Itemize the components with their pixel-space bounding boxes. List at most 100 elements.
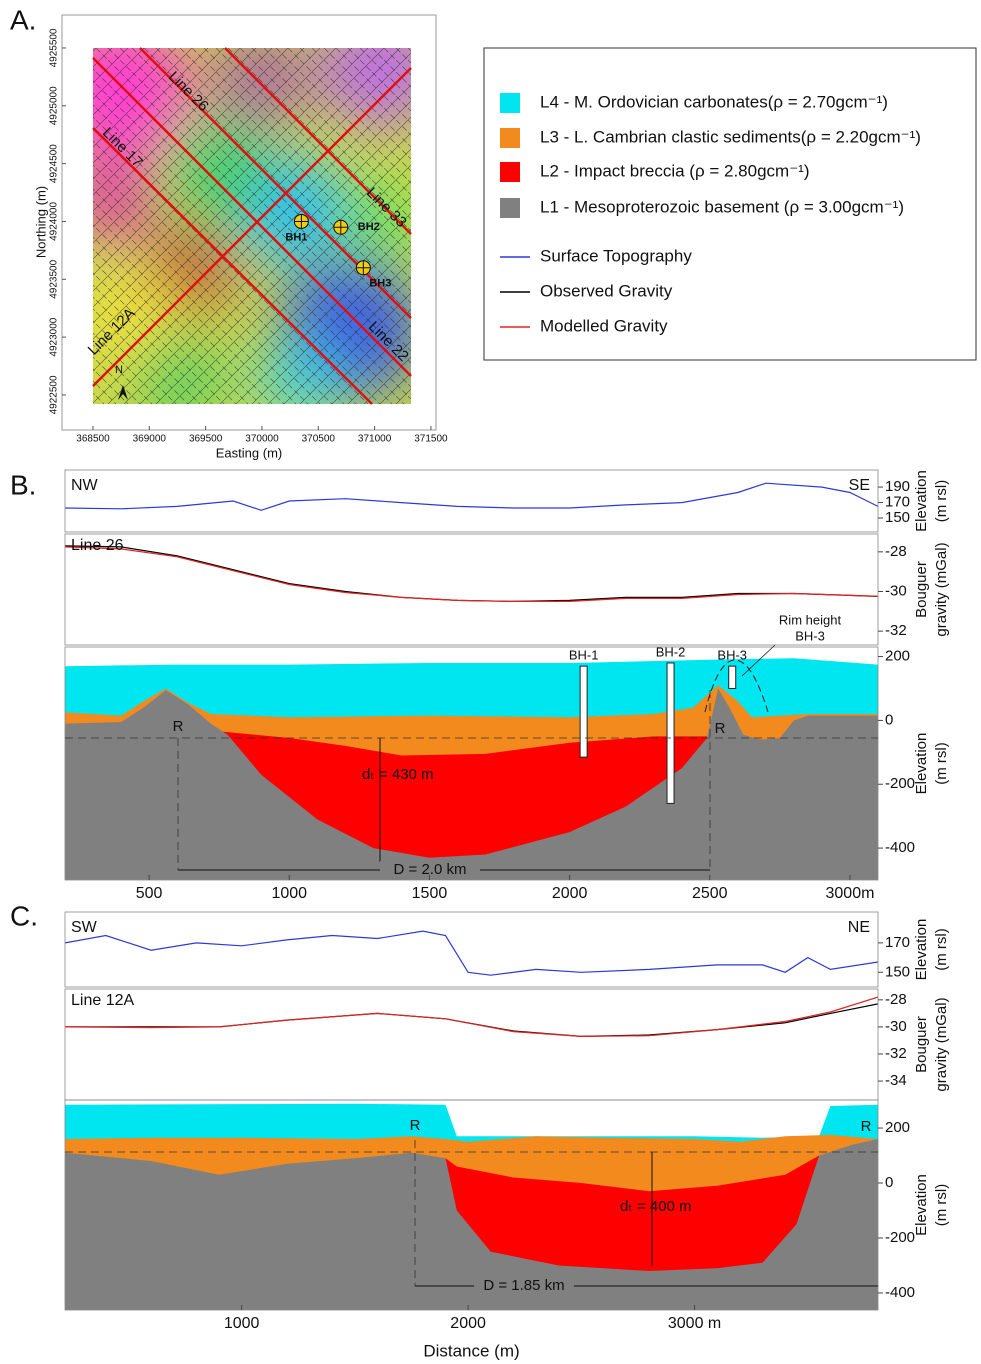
borehole-label: BH1 — [285, 231, 307, 243]
y-tick-label: 4923000 — [49, 317, 60, 356]
y-tick-label: 4922500 — [49, 375, 60, 414]
y-axis-label: Bouguer — [913, 561, 930, 618]
y-axis-label: Bouguer — [913, 1016, 930, 1073]
x-tick-label: 370500 — [302, 434, 336, 445]
panel-frame — [64, 646, 879, 881]
diameter-label: D = 2.0 km — [394, 861, 467, 878]
borehole-cross — [333, 220, 348, 235]
borehole-label: BH-1 — [569, 648, 599, 663]
x-tick-label: 369000 — [133, 434, 167, 445]
legend-label: L4 - M. Ordovician carbonates(ρ = 2.70gc… — [540, 92, 888, 111]
x-tick-label: 500 — [136, 885, 163, 902]
line-name: Line 12A — [71, 992, 134, 1009]
y-tick-label: -400 — [885, 1284, 915, 1301]
profile-end: NW — [71, 477, 99, 494]
borehole-label: BH2 — [358, 221, 380, 233]
y-tick-label: 4924000 — [49, 202, 60, 241]
panel-label: C. — [10, 900, 38, 931]
plot-area — [65, 658, 878, 880]
observed-gravity-line — [65, 545, 878, 603]
survey-line — [92, 127, 373, 405]
borehole-cross — [356, 260, 371, 275]
x-tick-label: 1500 — [412, 885, 448, 902]
layer-area — [65, 688, 878, 880]
rim-label: BH-3 — [795, 628, 825, 643]
topography-line — [65, 930, 878, 976]
legend-box — [483, 47, 977, 361]
y-tick-label: 200 — [885, 1119, 910, 1136]
y-tick-label: 150 — [885, 963, 910, 980]
rim-label: Rim height — [779, 612, 842, 627]
diameter-label-bg — [474, 1277, 574, 1295]
y-axis-label: Northing (m) — [33, 186, 48, 258]
legend-label: L1 - Mesoproterozoic basement (ρ = 3.00g… — [540, 197, 904, 216]
y-axis-label: Elevation — [913, 733, 930, 795]
rim-mark: R — [173, 718, 184, 735]
rim-mark: R — [861, 1118, 872, 1135]
modelled-gravity-line — [65, 546, 878, 602]
rim-mark: R — [715, 720, 726, 737]
map-frame — [61, 14, 437, 431]
y-tick-label: -200 — [885, 1229, 915, 1246]
y-axis-label: gravity (mGal) — [933, 542, 950, 636]
y-tick-label: -200 — [885, 775, 915, 792]
legend-swatch — [500, 128, 520, 148]
x-tick-label: 368500 — [76, 434, 110, 445]
y-axis-label: (m rsl) — [933, 480, 950, 522]
y-tick-label: 4923500 — [49, 259, 60, 298]
y-tick-label: 4925000 — [49, 86, 60, 125]
north-arrow — [118, 385, 128, 400]
diameter-label: D = 1.85 km — [483, 1277, 564, 1294]
plot-area — [65, 930, 878, 976]
north-label: N — [115, 364, 123, 376]
borehole — [579, 665, 588, 758]
y-axis-label: (m rsl) — [933, 928, 950, 970]
line-name: Line 26 — [71, 537, 124, 554]
y-tick-label: -32 — [885, 1045, 907, 1062]
rim-mark: R — [410, 1117, 421, 1134]
modelled-gravity-line — [65, 996, 878, 1038]
profile-end: SW — [71, 919, 98, 936]
legend-label: Observed Gravity — [540, 281, 673, 300]
y-tick-label: 0 — [885, 1174, 893, 1191]
profile-end: SE — [849, 477, 870, 494]
x-tick-label: 3000m — [826, 885, 875, 902]
borehole — [666, 662, 675, 804]
y-axis-label: Elevation — [913, 470, 930, 532]
panel-frame — [64, 911, 879, 988]
x-tick-label: 369500 — [189, 434, 223, 445]
x-tick-label: 371500 — [414, 434, 448, 445]
y-tick-label: -34 — [885, 1072, 907, 1089]
topography-line — [65, 482, 878, 511]
x-axis-label: Easting (m) — [216, 445, 282, 460]
y-tick-label: 170 — [885, 494, 910, 511]
rim-outline — [704, 659, 769, 713]
depth-label: dₜ = 400 m — [620, 1198, 692, 1215]
x-axis-label: Distance (m) — [423, 1341, 519, 1360]
y-tick-label: 170 — [885, 934, 910, 951]
plot-area — [65, 482, 878, 511]
x-tick-label: 1000 — [224, 1315, 260, 1332]
borehole-label: BH3 — [369, 278, 391, 290]
borehole-label: BH-3 — [717, 648, 747, 663]
legend-label: Surface Topography — [540, 246, 692, 265]
plot-area — [65, 1103, 878, 1310]
panel-frame — [64, 533, 879, 646]
x-tick-label: 2000 — [552, 885, 588, 902]
legend-swatch — [500, 198, 520, 218]
x-tick-label: 2500 — [692, 885, 728, 902]
panel-frame — [64, 988, 879, 1101]
y-tick-label: -400 — [885, 839, 915, 856]
layer-area — [65, 1139, 878, 1310]
x-tick-label: 370000 — [245, 434, 279, 445]
y-axis-label: (m rsl) — [933, 742, 950, 784]
y-tick-label: 190 — [885, 478, 910, 495]
panel-label: B. — [10, 469, 36, 500]
profile-end: NE — [848, 919, 870, 936]
depth-label: dₜ = 430 m — [362, 766, 434, 783]
y-tick-label: -28 — [885, 543, 907, 560]
y-tick-label: 200 — [885, 648, 910, 665]
